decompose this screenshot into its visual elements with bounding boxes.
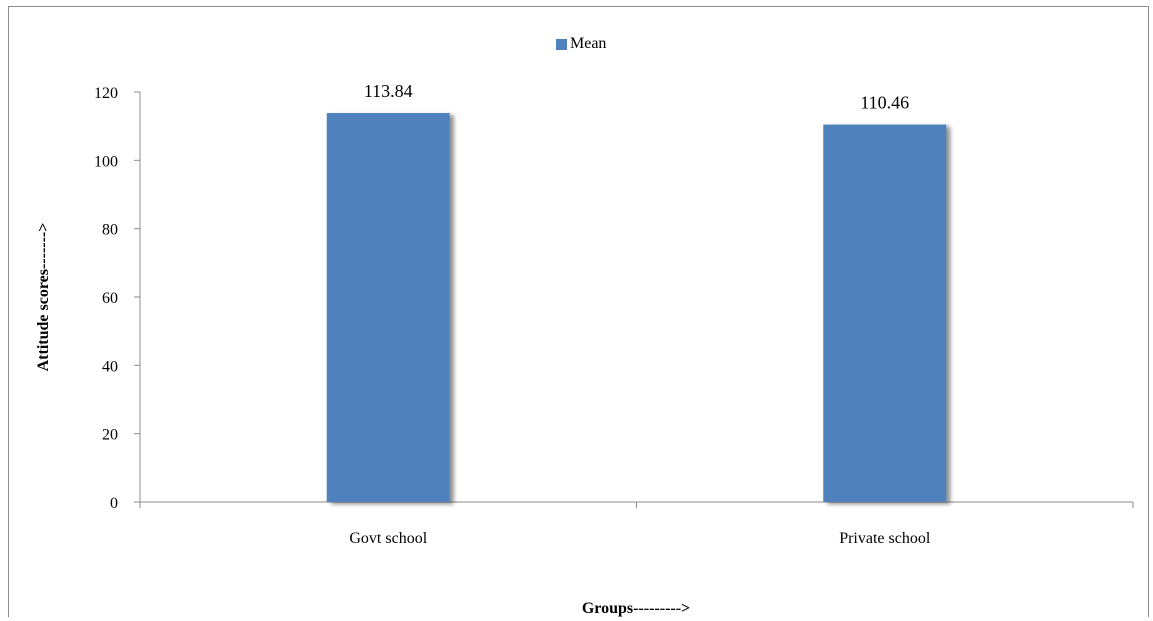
data-label: 113.84 xyxy=(364,81,413,101)
legend-swatch xyxy=(556,38,567,50)
bar-private-school xyxy=(823,124,947,502)
y-tick-label: 20 xyxy=(102,427,118,444)
legend-label: Mean xyxy=(570,35,607,52)
legend: Mean xyxy=(556,35,606,53)
y-tick-label: 40 xyxy=(102,358,118,375)
data-label: 110.46 xyxy=(860,93,909,113)
x-axis-title: Groups---------> xyxy=(581,600,691,617)
y-tick-label: 0 xyxy=(110,495,118,512)
bar-govt-school xyxy=(326,113,450,503)
y-tick-label: 60 xyxy=(102,290,118,307)
x-tick-label: Private school xyxy=(839,530,931,547)
x-tick-label: Govt school xyxy=(349,530,427,547)
y-axis-title: Attitude scores-------> xyxy=(35,222,52,372)
y-tick-label: 100 xyxy=(94,153,118,170)
chart-frame xyxy=(8,6,1149,617)
y-tick-label: 120 xyxy=(94,85,118,102)
y-tick-label: 80 xyxy=(102,222,118,239)
